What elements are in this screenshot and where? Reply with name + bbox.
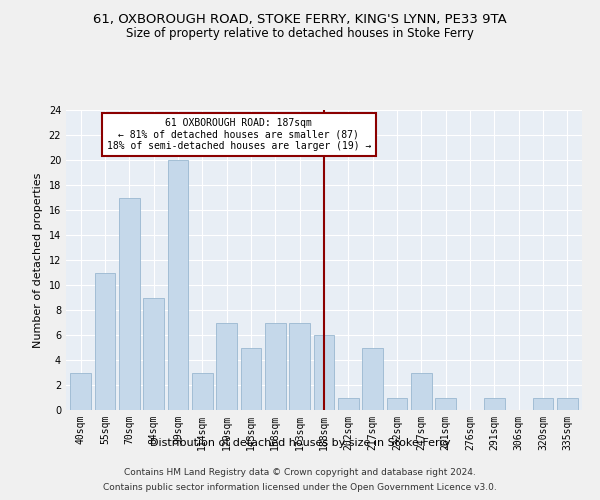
Text: Contains HM Land Registry data © Crown copyright and database right 2024.: Contains HM Land Registry data © Crown c… [124, 468, 476, 477]
Bar [436, 398, 456, 410]
Bar [411, 372, 432, 410]
Bar [167, 160, 188, 410]
Bar [143, 298, 164, 410]
Bar [95, 272, 115, 410]
Bar [289, 322, 310, 410]
Bar [314, 335, 334, 410]
Bar [119, 198, 140, 410]
Bar [557, 398, 578, 410]
Y-axis label: Number of detached properties: Number of detached properties [33, 172, 43, 348]
Bar [362, 348, 383, 410]
Bar [265, 322, 286, 410]
Bar [216, 322, 237, 410]
Text: 61 OXBOROUGH ROAD: 187sqm
← 81% of detached houses are smaller (87)
18% of semi-: 61 OXBOROUGH ROAD: 187sqm ← 81% of detac… [107, 118, 371, 150]
Text: Contains public sector information licensed under the Open Government Licence v3: Contains public sector information licen… [103, 483, 497, 492]
Bar [484, 398, 505, 410]
Bar [192, 372, 212, 410]
Bar [533, 398, 553, 410]
Bar [338, 398, 359, 410]
Text: Size of property relative to detached houses in Stoke Ferry: Size of property relative to detached ho… [126, 28, 474, 40]
Bar [241, 348, 262, 410]
Bar [70, 372, 91, 410]
Text: Distribution of detached houses by size in Stoke Ferry: Distribution of detached houses by size … [149, 438, 451, 448]
Bar [386, 398, 407, 410]
Text: 61, OXBOROUGH ROAD, STOKE FERRY, KING'S LYNN, PE33 9TA: 61, OXBOROUGH ROAD, STOKE FERRY, KING'S … [93, 12, 507, 26]
